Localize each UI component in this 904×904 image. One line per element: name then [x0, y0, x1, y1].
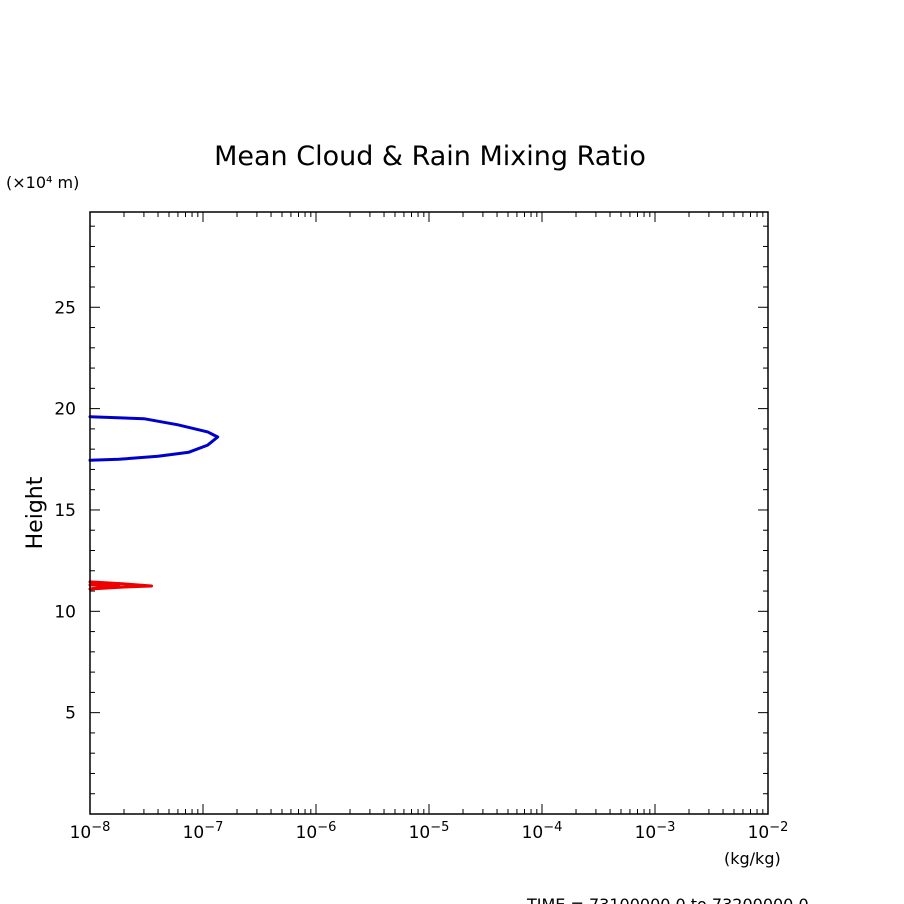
footer-time: TIME = 73100000.0 to 73200000.0: [526, 895, 809, 904]
y-tick-label: 25: [54, 298, 76, 318]
y-tick-label: 10: [54, 602, 76, 622]
series-line-rain: [88, 580, 153, 591]
plot-frame: [89, 211, 769, 815]
x-tick-label: 10−6: [296, 820, 337, 843]
x-tick-label: 10−2: [748, 820, 789, 843]
x-tick-label: 10−7: [183, 820, 224, 843]
y-tick-label: 20: [54, 400, 76, 420]
x-unit-label: (kg/kg): [724, 849, 781, 868]
x-tick-label: 10−8: [70, 820, 111, 843]
series-line-cloud: [88, 415, 220, 462]
y-unit-label: (×10⁴ m): [6, 173, 79, 192]
y-axis-label: Height: [23, 476, 48, 549]
y-tick-label: 15: [54, 501, 76, 521]
x-tick-label: 10−4: [522, 820, 563, 843]
x-tick-labels: 10−8 10−7 10−6 10−5 10−4 10−3 10−2: [70, 820, 789, 843]
x-tick-label: 10−5: [409, 820, 450, 843]
ticks-layer: [89, 212, 769, 814]
y-tick-label: 5: [65, 704, 76, 724]
y-tick-labels: 5 10 15 20 25: [54, 298, 76, 723]
x-tick-label: 10−3: [635, 820, 676, 843]
series-layer: [88, 415, 220, 591]
chart-title: Mean Cloud & Rain Mixing Ratio: [214, 141, 646, 172]
